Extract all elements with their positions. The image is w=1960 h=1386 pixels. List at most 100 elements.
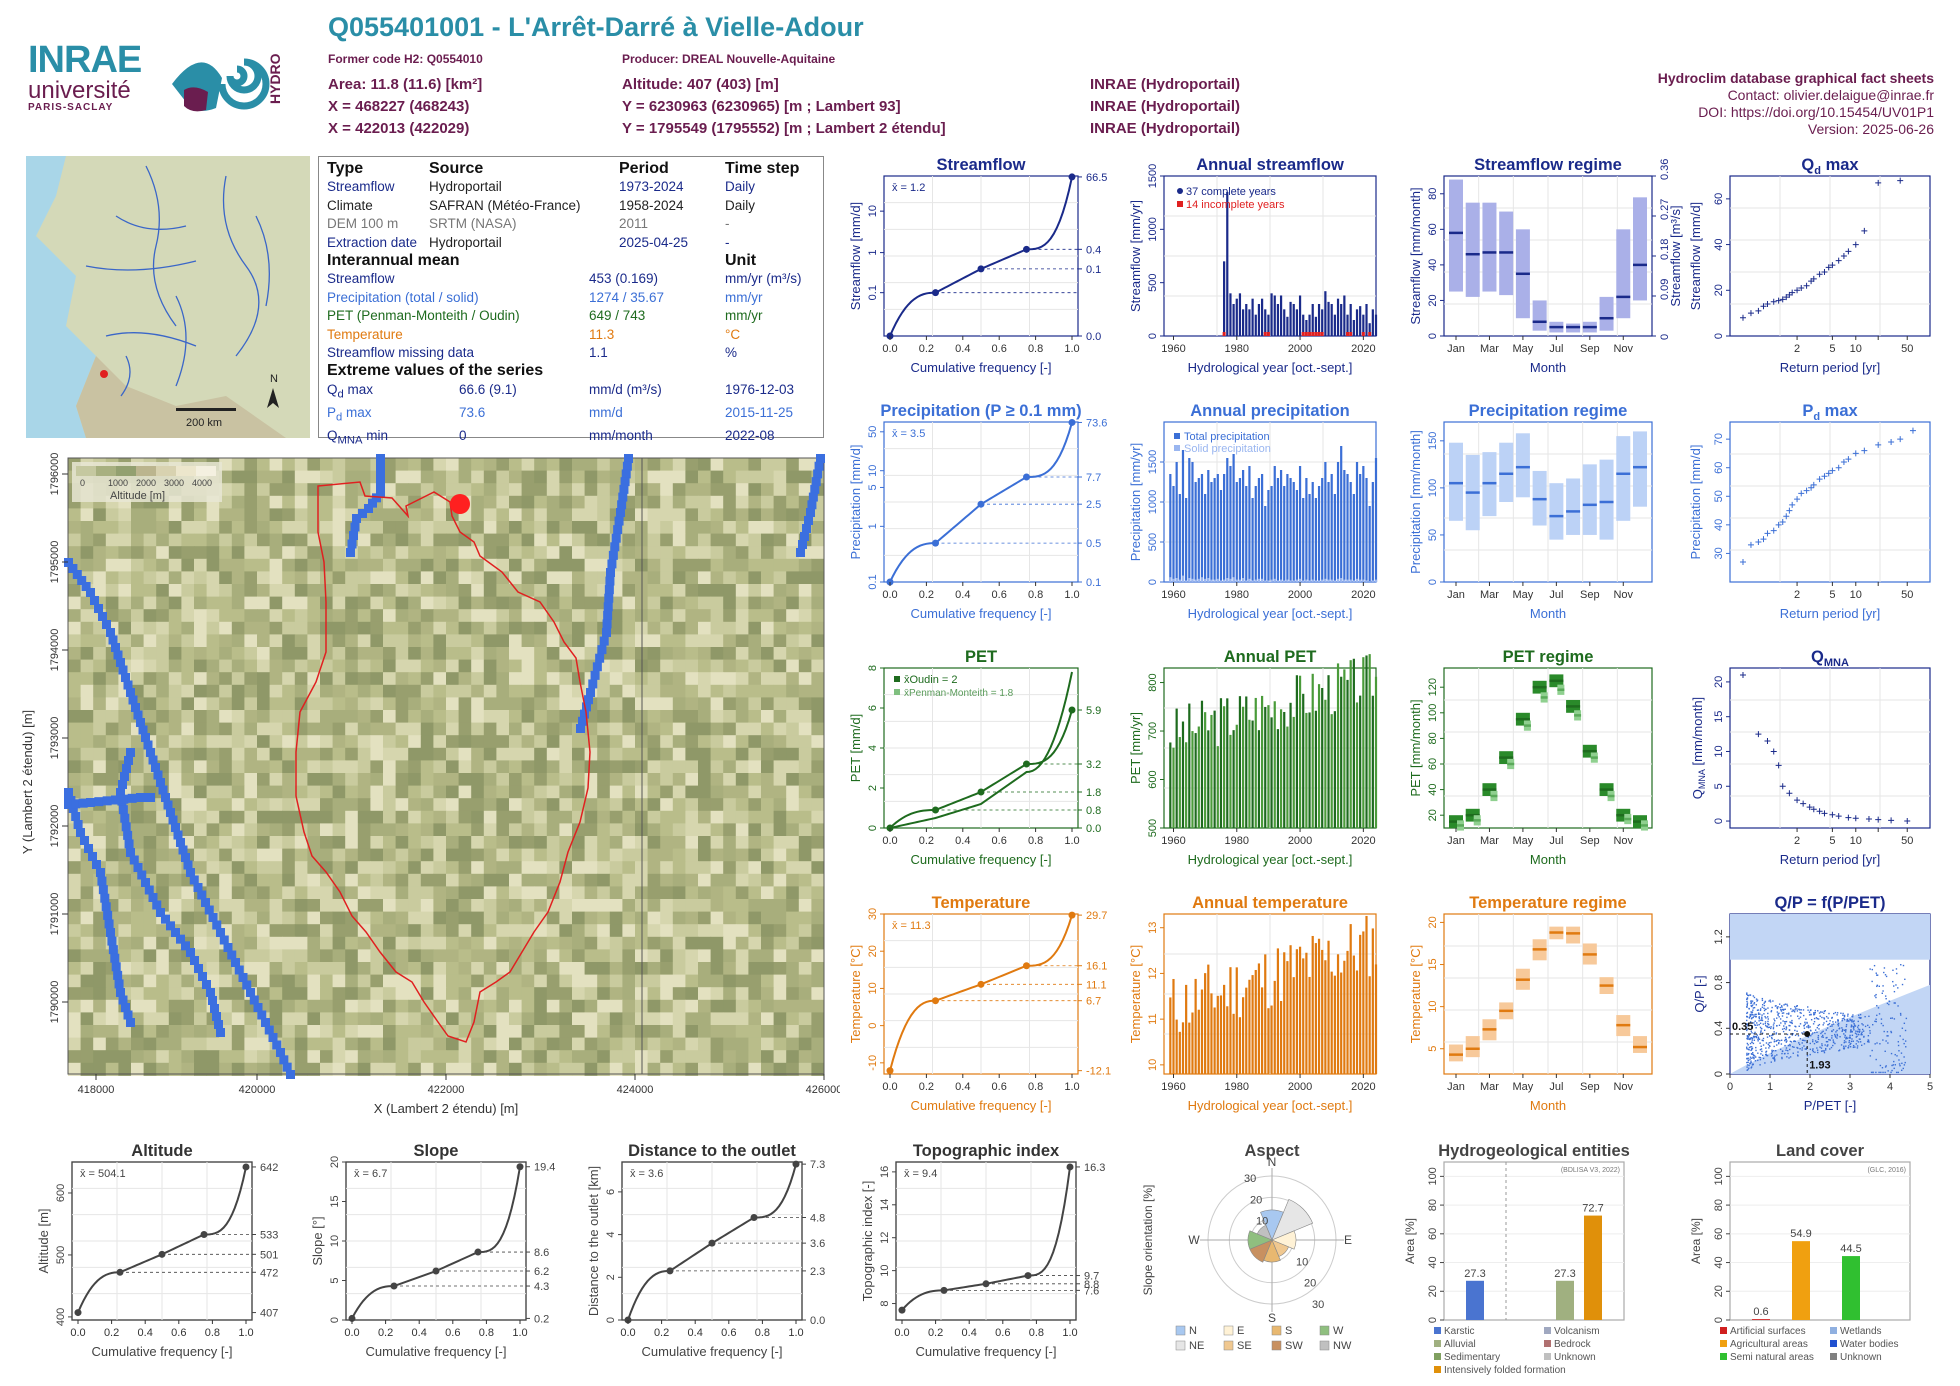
annual-bar	[1276, 478, 1280, 582]
cell: mm/d (m³/s)	[589, 381, 662, 397]
qp-point	[1783, 1025, 1785, 1027]
annual-bar	[1340, 676, 1343, 828]
x-tick-label: 10	[1850, 343, 1862, 355]
regime-box	[1599, 296, 1614, 331]
qp-point	[1772, 1024, 1775, 1026]
qp-point	[1896, 1055, 1898, 1057]
terrain-cell	[521, 458, 535, 472]
qp-point	[1874, 1043, 1876, 1045]
annual-bar	[1181, 1022, 1185, 1074]
regime-box	[1633, 197, 1647, 301]
annual-bar	[1223, 474, 1226, 582]
x-axis-label: Hydrological year [oct.-sept.]	[1188, 360, 1353, 375]
qp-point	[1772, 1000, 1774, 1002]
annual-bar	[1286, 316, 1289, 336]
annual-bar	[1352, 955, 1355, 1074]
terrain-cell	[698, 495, 712, 509]
annual-bar	[1333, 494, 1336, 582]
qp-point	[1749, 1056, 1752, 1058]
r-tick-label: 2.5	[1086, 499, 1101, 511]
terrain-cell	[559, 508, 573, 522]
qp-point	[1759, 1013, 1761, 1015]
annual-bar	[1260, 298, 1264, 336]
terrain-cell	[735, 495, 749, 509]
annual-bar	[1185, 984, 1188, 1074]
terrain-cell	[408, 483, 422, 497]
y-tick-label: 30	[1713, 547, 1725, 559]
terrain-cell	[458, 483, 472, 497]
annual-bar	[1245, 987, 1248, 1074]
qp-point	[1780, 1043, 1783, 1045]
annual-bar	[1289, 702, 1292, 828]
annual-bar	[1185, 742, 1188, 828]
qp-point	[1746, 1012, 1748, 1015]
h-unit: Unit	[725, 252, 757, 270]
qp-point	[1780, 1005, 1783, 1007]
qp-point	[1867, 1024, 1869, 1027]
x-axis-label: Cumulative frequency [-]	[911, 360, 1052, 375]
annual-bar	[1283, 952, 1286, 1074]
qp-point	[1812, 1023, 1815, 1025]
qp-point	[1895, 968, 1898, 970]
terrain-cell	[798, 458, 812, 472]
terrain-cell	[521, 470, 535, 484]
x-tick-label: 0.8	[1028, 1081, 1043, 1093]
qp-point	[1809, 1042, 1811, 1045]
qp-point	[1890, 1017, 1892, 1019]
y-axis-label: Streamflow [mm/month]	[1408, 187, 1423, 324]
qp-point	[1817, 1024, 1819, 1027]
qp-point	[1759, 1008, 1762, 1010]
qp-point	[1892, 969, 1894, 971]
terrain-cell	[156, 521, 170, 535]
terrain-cell	[723, 458, 737, 472]
qp-point	[1847, 1045, 1850, 1047]
incomplete-year-mark	[1349, 332, 1353, 336]
annual-bar	[1270, 293, 1273, 336]
incomplete-year-mark	[1368, 332, 1372, 336]
y-tick-label: 20	[1427, 916, 1439, 928]
terrain-cell	[496, 495, 510, 509]
x-tick-label: 1980	[1225, 835, 1249, 847]
terrain-cell	[773, 508, 787, 522]
cell: 73.6	[459, 404, 486, 420]
terrain-cell	[773, 458, 787, 472]
annual-bar	[1343, 295, 1346, 336]
terrain-cell	[660, 483, 674, 497]
rp-point	[1861, 227, 1868, 234]
qp-point	[1816, 1049, 1819, 1051]
qp-point	[1884, 1071, 1886, 1074]
qp-point	[1831, 1035, 1833, 1037]
qp-point	[1766, 1036, 1769, 1038]
annual-bar	[1254, 486, 1257, 582]
rp-point	[1861, 447, 1868, 454]
x-axis-label: Cumulative frequency [-]	[911, 606, 1052, 621]
terrain-cell	[584, 458, 598, 472]
qp-point	[1776, 1011, 1779, 1013]
annual-bar	[1248, 979, 1251, 1074]
cell: 1958-2024	[619, 197, 684, 213]
annual-bar	[1355, 309, 1359, 336]
terrain-cell	[269, 495, 283, 509]
y-tick-label: 60	[1713, 193, 1725, 205]
incomplete-year-mark	[1361, 332, 1365, 336]
cell: Hydroportail	[429, 179, 502, 195]
producer: Producer: DREAL Nouvelle-Aquitaine	[622, 52, 836, 66]
quantile-point	[932, 997, 939, 1005]
terrain-cell	[572, 495, 586, 509]
rp-point	[1798, 490, 1805, 497]
x-axis-label: Hydrological year [oct.-sept.]	[1188, 1098, 1353, 1113]
qp-point	[1905, 1046, 1907, 1048]
cell: PET (Penman-Monteith / Oudin)	[327, 308, 520, 324]
terrain-cell	[219, 495, 233, 509]
x-tick-label: 50	[1901, 835, 1913, 847]
annual-bar-solid	[1317, 580, 1321, 582]
r-tick-label: 0.0	[1086, 823, 1101, 835]
y-tick-label: 1	[867, 250, 879, 256]
qp-point	[1843, 1045, 1845, 1047]
qp-point	[1774, 1005, 1777, 1007]
annual-bar	[1311, 673, 1314, 828]
cell: Precipitation (total / solid)	[327, 289, 479, 305]
annual-bar	[1352, 320, 1355, 336]
y-tick-label: 80	[1427, 188, 1439, 200]
annual-bar	[1349, 660, 1352, 828]
